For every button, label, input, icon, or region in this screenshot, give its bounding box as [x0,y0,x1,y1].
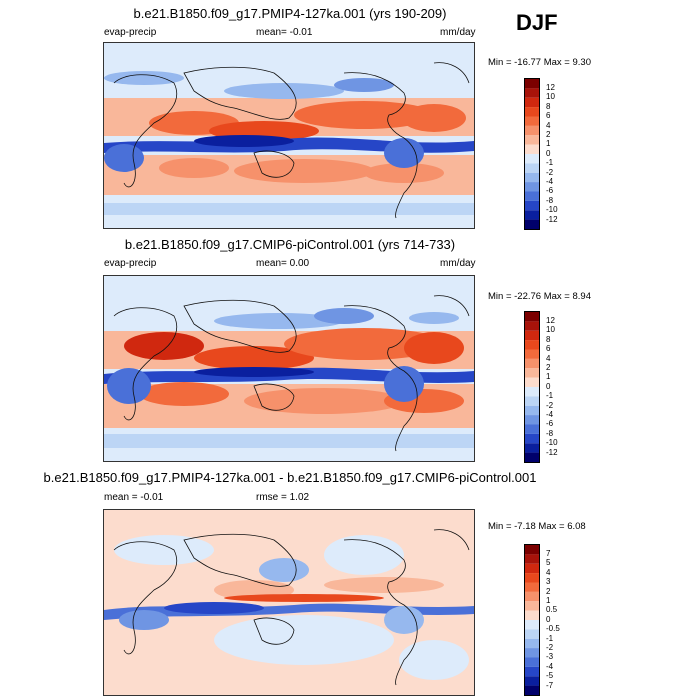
cb-label: -8 [546,429,554,438]
cb-label: -4 [546,410,554,419]
cb-label: -10 [546,438,558,447]
panel-1-units-label: mm/day [440,27,476,38]
panel-3-map [103,509,475,696]
cb-label: -2 [546,168,554,177]
cb-label: 10 [546,325,555,334]
panel-2-minmax: Min = -22.76 Max = 8.94 [488,291,591,302]
cb-label: -6 [546,186,554,195]
panel-1-colorbar-svg [525,79,539,229]
panel-3-title: b.e21.B1850.f09_g17.PMIP4-127ka.001 - b.… [43,470,537,485]
cb-label: -7 [546,681,554,690]
cb-label: 1 [546,596,551,605]
cb-label: 8 [546,102,551,111]
cb-label: 12 [546,83,555,92]
panel-3-map-svg [104,510,474,695]
cb-label: -0.5 [546,624,560,633]
cb-label: 4 [546,121,551,130]
cb-label: 3 [546,577,551,586]
cb-label: 0 [546,382,551,391]
panel-1-mean-label: mean= -0.01 [256,27,313,38]
cb-label: -1 [546,634,554,643]
cb-label: 4 [546,354,551,363]
panel-3-rmse-label: rmse = 1.02 [256,492,310,503]
cb-label: 7 [546,549,551,558]
cb-label: 0.5 [546,605,558,614]
cb-label: -3 [546,652,554,661]
cb-label: 12 [546,316,555,325]
cb-label: 0 [546,615,551,624]
cb-label: 1 [546,139,551,148]
cb-label: -10 [546,205,558,214]
cb-label: -2 [546,401,554,410]
cb-label: -5 [546,671,554,680]
panel-2-map [103,275,475,462]
cb-label: 6 [546,111,551,120]
cb-label: -1 [546,391,554,400]
cb-label: -4 [546,662,554,671]
panel-1-variable-label: evap-precip [104,27,157,38]
cb-label: 2 [546,587,551,596]
cb-label: 1 [546,372,551,381]
cb-label: -8 [546,196,554,205]
cb-label: -2 [546,643,554,652]
panel-2-colorbar-svg [525,312,539,462]
panel-2-title: b.e21.B1850.f09_g17.CMIP6-piControl.001 … [124,237,456,252]
panel-1-minmax: Min = -16.77 Max = 9.30 [488,57,591,68]
cb-label: -4 [546,177,554,186]
cb-label: 4 [546,568,551,577]
cb-label: 2 [546,130,551,139]
season-label: DJF [516,10,558,35]
panel-1-map [103,42,475,229]
cb-label: -6 [546,419,554,428]
cb-label: 10 [546,92,555,101]
cb-label: 5 [546,558,551,567]
panel-2-colorbar [524,311,540,463]
panel-2-mean-label: mean= 0.00 [256,258,310,269]
panel-3-minmax: Min = -7.18 Max = 6.08 [488,521,586,532]
panel-3-mean-label: mean = -0.01 [104,492,164,503]
cb-label: 6 [546,344,551,353]
panel-3-colorbar [524,544,540,696]
panel-3-colorbar-svg [525,545,539,695]
panel-1-map-svg [104,43,474,228]
cb-label: 0 [546,149,551,158]
panel-2-map-svg [104,276,474,461]
panel-2-variable-label: evap-precip [104,258,157,269]
cb-label: -12 [546,215,558,224]
cb-label: -1 [546,158,554,167]
panel-1-colorbar [524,78,540,230]
cb-label: 2 [546,363,551,372]
cb-label: -12 [546,448,558,457]
panel-2-units-label: mm/day [440,258,476,269]
cb-label: 8 [546,335,551,344]
panel-1-title: b.e21.B1850.f09_g17.PMIP4-127ka.001 (yrs… [133,6,447,21]
